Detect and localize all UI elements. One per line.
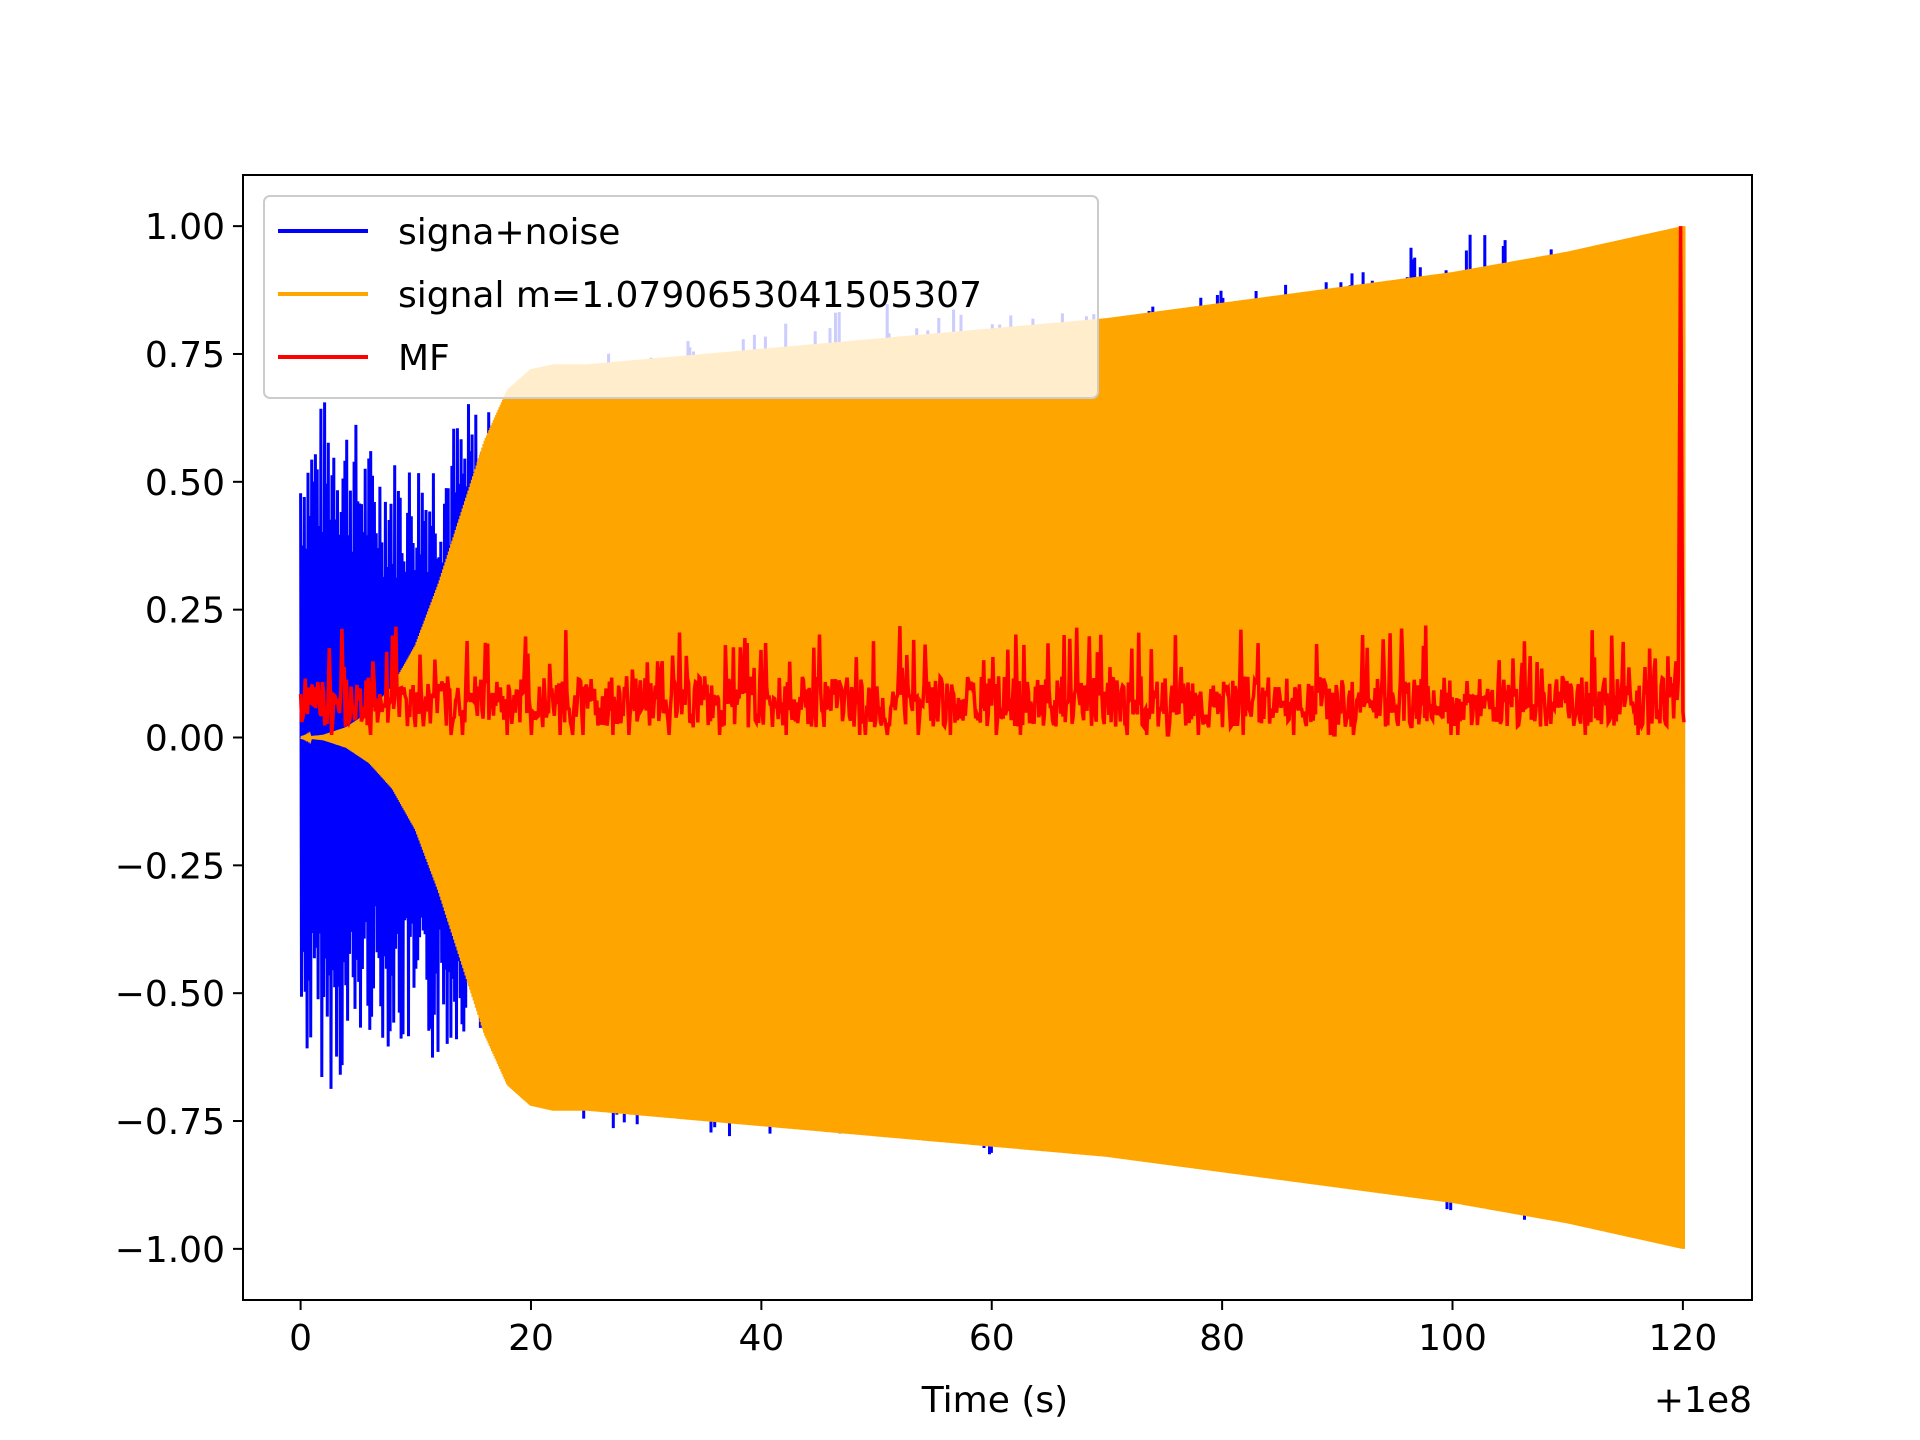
x-tick-label: 120: [1649, 1318, 1718, 1359]
y-tick-label: 0.25: [145, 591, 225, 632]
axes: 0 20 40 60 80 100 120 −1.00 −0.75 −0.50 −0.25 0.00 0…: [115, 174, 1753, 1359]
legend-entry-label: signa+noise: [398, 212, 620, 253]
x-tick-label: 100: [1418, 1318, 1487, 1359]
series-mf-line: [298, 226, 1686, 737]
x-tick-label: 60: [969, 1318, 1015, 1359]
x-axis-label: Time (s): [921, 1380, 1068, 1421]
y-tick-label: 1.00: [145, 207, 225, 248]
y-tick-label: −0.50: [115, 974, 225, 1015]
x-tick-label: 20: [508, 1318, 554, 1359]
x-tick-label: 80: [1199, 1318, 1245, 1359]
x-tick-label: 0: [289, 1318, 312, 1359]
legend-entry-label: MF: [398, 338, 450, 379]
x-axis-offset-text: +1e8: [1654, 1380, 1752, 1421]
legend-box: [263, 195, 1099, 399]
y-tick-label: 0.00: [145, 719, 225, 760]
x-tick-label: 40: [738, 1318, 784, 1359]
y-tick-label: −0.75: [115, 1102, 225, 1143]
legend: signa+noise signal m=1.0790653041505307 MF: [263, 195, 1099, 399]
y-tick-label: −1.00: [115, 1230, 225, 1271]
y-tick-label: −0.25: [115, 846, 225, 887]
legend-entry-label: signal m=1.0790653041505307: [398, 275, 982, 316]
y-tick-label: 0.75: [145, 335, 225, 376]
y-tick-label: 0.50: [145, 463, 225, 504]
